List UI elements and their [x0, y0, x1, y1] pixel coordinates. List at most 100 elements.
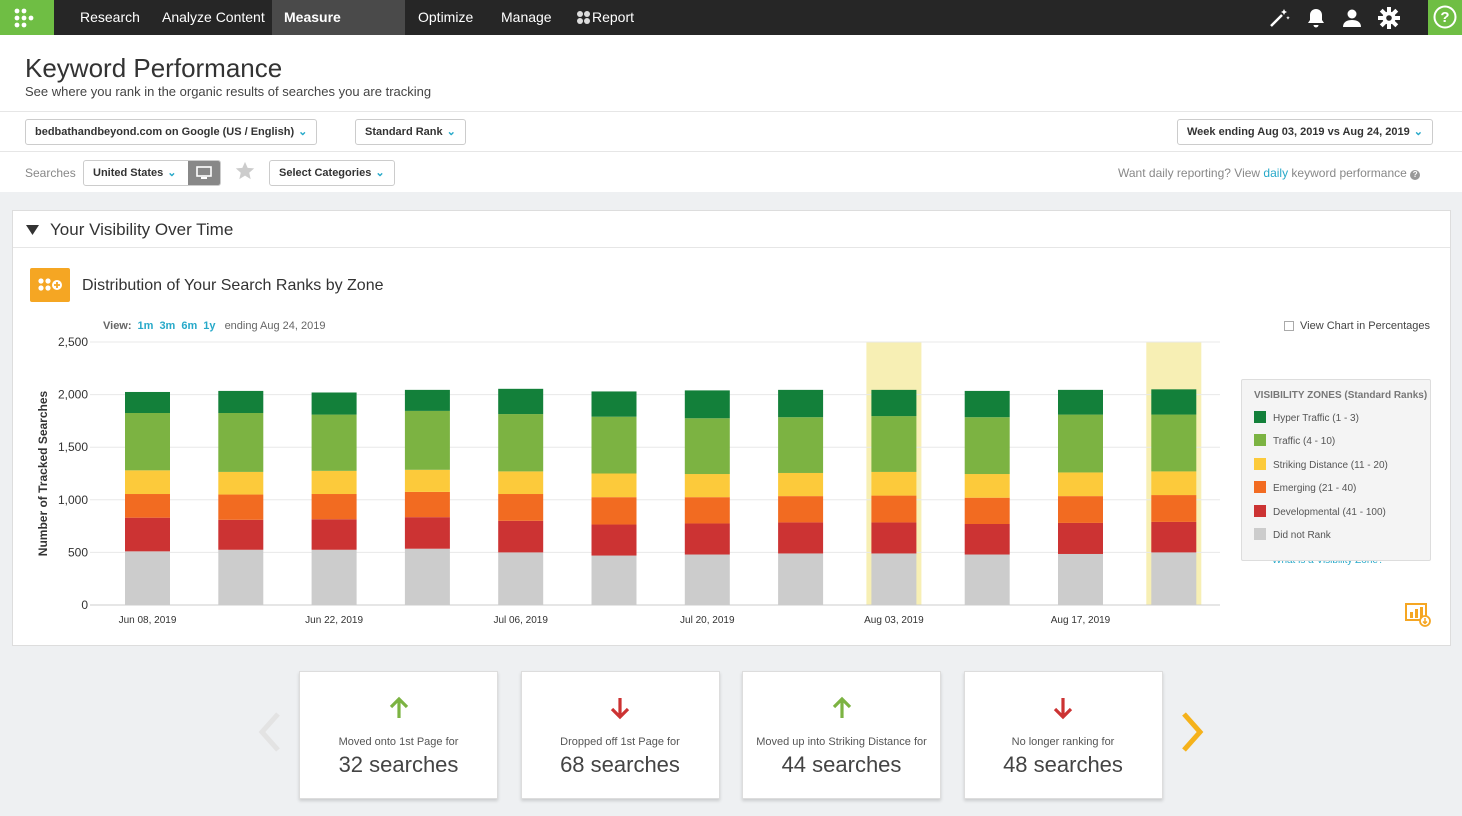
- bar-segment: [1151, 495, 1197, 522]
- bar-segment: [1058, 472, 1103, 497]
- rank-dropdown[interactable]: Standard Rank ⌄: [355, 119, 466, 145]
- bar-segment: [964, 554, 1010, 605]
- country-dropdown[interactable]: United States ⌄: [83, 160, 221, 186]
- help-button[interactable]: ?: [1428, 0, 1462, 35]
- x-tick-label: Jul 06, 2019: [493, 615, 548, 626]
- summary-card[interactable]: Dropped off 1st Page for 68 searches: [520, 671, 720, 799]
- bar-segment: [125, 391, 170, 414]
- legend-item[interactable]: Did not Rank: [1254, 527, 1418, 551]
- y-tick-label: 500: [68, 545, 88, 559]
- domain-dropdown[interactable]: bedbathandbeyond.com on Google (US / Eng…: [25, 119, 318, 145]
- chevron-down-icon: ⌄: [298, 126, 308, 138]
- legend-label: Striking Distance (11 - 20): [1273, 459, 1388, 471]
- svg-text:?: ?: [1440, 9, 1449, 26]
- bar-segment: [1151, 414, 1197, 472]
- legend-label: Developmental (41 - 100): [1273, 506, 1386, 518]
- bar-segment: [1151, 389, 1197, 415]
- percent-label: View Chart in Percentages: [1300, 320, 1431, 332]
- bar-segment: [498, 494, 544, 521]
- summary-card[interactable]: No longer ranking for 48 searches: [963, 671, 1163, 799]
- app-logo[interactable]: [0, 0, 54, 35]
- bar-segment: [871, 471, 917, 496]
- range-1m[interactable]: 1m: [137, 320, 154, 332]
- legend-title: VISIBILITY ZONES (Standard Ranks): [1254, 390, 1428, 401]
- y-tick-label: 2,500: [58, 335, 88, 349]
- bar-segment: [311, 470, 357, 495]
- bell-icon[interactable]: [1304, 6, 1328, 30]
- nav-report[interactable]: Report: [564, 0, 646, 35]
- gear-icon[interactable]: [1377, 6, 1401, 30]
- legend-item[interactable]: Developmental (41 - 100): [1254, 504, 1418, 528]
- legend-swatch: [1254, 481, 1266, 494]
- range-6m[interactable]: 6m: [181, 320, 198, 332]
- collapse-triangle-icon[interactable]: [25, 224, 40, 236]
- logo-icon: [14, 8, 34, 28]
- nav-research[interactable]: Research: [80, 9, 140, 25]
- week-dropdown[interactable]: Week ending Aug 03, 2019 vs Aug 24, 2019…: [1177, 119, 1433, 145]
- bar-segment: [684, 523, 730, 555]
- carousel-prev-icon[interactable]: [258, 712, 282, 752]
- domain-dropdown-label: bedbathandbeyond.com on Google (US / Eng…: [35, 126, 295, 138]
- page-subtitle: See where you rank in the organic result…: [25, 84, 432, 99]
- legend-item[interactable]: Striking Distance (11 - 20): [1254, 457, 1418, 481]
- bar-segment: [404, 389, 450, 411]
- report-icon: [577, 11, 590, 24]
- bar-segment: [404, 410, 450, 470]
- bar-segment: [778, 472, 824, 497]
- nav-manage[interactable]: Manage: [501, 9, 552, 25]
- bar-segment: [591, 416, 637, 474]
- bar-segment: [125, 470, 170, 495]
- nav-measure-visibility[interactable]: Measure Visibility: [272, 0, 405, 60]
- bar-segment: [684, 554, 730, 605]
- searches-label: Searches: [25, 166, 76, 180]
- info-icon[interactable]: ?: [1410, 170, 1421, 180]
- legend-label: Did not Rank: [1273, 529, 1331, 541]
- nav-optimize[interactable]: Optimize: [418, 9, 474, 25]
- card-value: 68 searches: [560, 752, 680, 777]
- summary-card[interactable]: Moved up into Striking Distance for 44 se…: [742, 671, 941, 799]
- card-value: 48 searches: [1003, 752, 1123, 777]
- daily-link[interactable]: daily: [1263, 166, 1289, 180]
- chart-title: Distribution of Your Search Ranks by Zon…: [82, 277, 384, 294]
- carousel-next-icon[interactable]: [1180, 712, 1204, 752]
- x-tick-label: Aug 17, 2019: [1051, 615, 1111, 626]
- magic-wand-icon[interactable]: [1267, 6, 1291, 30]
- top-nav: Research Analyze Content Measure Visibil…: [0, 0, 1462, 60]
- bar-segment: [871, 495, 917, 523]
- bar-segment: [1058, 389, 1103, 415]
- legend-item[interactable]: Emerging (21 - 40): [1254, 481, 1418, 504]
- user-icon[interactable]: [1340, 6, 1364, 30]
- bar-segment: [871, 553, 917, 605]
- percent-checkbox[interactable]: [1284, 321, 1294, 332]
- divider: [0, 151, 1462, 152]
- card-text: Moved onto 1st Page for: [338, 736, 459, 748]
- bar-segment: [311, 494, 357, 520]
- arrow-down-icon: [610, 698, 630, 720]
- bar-segment: [218, 413, 264, 472]
- legend-swatch: [1254, 457, 1266, 470]
- bar-segment: [218, 519, 264, 550]
- categories-dropdown[interactable]: Select Categories ⌄: [269, 160, 395, 186]
- star-icon[interactable]: [234, 160, 256, 182]
- daily-text-post: keyword performance: [1288, 166, 1407, 180]
- download-chart-icon[interactable]: [1404, 602, 1432, 628]
- y-tick-label: 2,000: [58, 388, 88, 402]
- legend-item[interactable]: Traffic (4 - 10): [1254, 434, 1418, 457]
- percent-toggle[interactable]: View Chart in Percentages: [1284, 320, 1430, 332]
- bar-segment: [1151, 471, 1197, 496]
- help-icon: ?: [1433, 5, 1457, 29]
- summary-card[interactable]: Moved onto 1st Page for 32 searches: [299, 671, 498, 799]
- legend-swatch: [1254, 504, 1266, 517]
- range-3m[interactable]: 3m: [159, 320, 176, 332]
- bar-segment: [311, 414, 357, 471]
- arrow-up-icon: [832, 696, 851, 718]
- legend-item[interactable]: Hyper Traffic (1 - 3): [1254, 411, 1418, 434]
- bar-segment: [871, 416, 917, 472]
- daily-text-pre: Want daily reporting? View: [1118, 166, 1264, 180]
- range-1y[interactable]: 1y: [203, 320, 216, 332]
- bar-segment: [591, 524, 637, 556]
- desktop-device-button[interactable]: [188, 161, 220, 185]
- y-tick-label: 1,000: [58, 493, 88, 507]
- bar-segment: [964, 497, 1010, 524]
- nav-analyze-content[interactable]: Analyze Content: [162, 9, 265, 25]
